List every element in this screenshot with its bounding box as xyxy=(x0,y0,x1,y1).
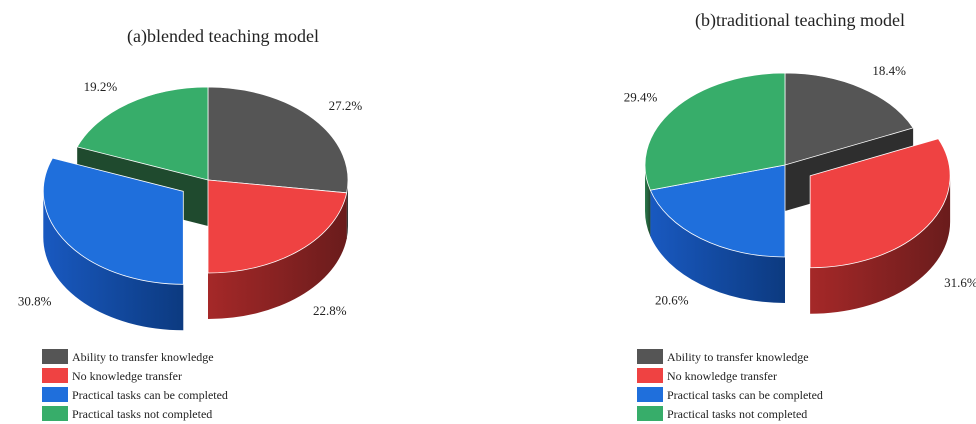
legend-label-1: No knowledge transfer xyxy=(72,369,182,383)
legend-label-3: Practical tasks not completed xyxy=(667,407,807,421)
pie-side-1 xyxy=(810,175,951,314)
value-label-2: 20.6% xyxy=(655,292,689,307)
pie-side-2 xyxy=(650,190,785,303)
value-label-0: 18.4% xyxy=(872,63,906,78)
pie-slice-1 xyxy=(809,138,951,269)
legend-label-2: Practical tasks can be completed xyxy=(667,388,823,402)
value-label-2: 30.8% xyxy=(18,293,52,308)
value-label-3: 29.4% xyxy=(624,89,658,104)
legend-swatch-0 xyxy=(42,349,68,364)
legend-label-1: No knowledge transfer xyxy=(667,369,777,383)
pie-slice-3 xyxy=(76,86,209,181)
legend-label-3: Practical tasks not completed xyxy=(72,407,212,421)
pie-slice-3 xyxy=(644,72,786,191)
pie-side-1 xyxy=(208,192,347,319)
pie-slice-2 xyxy=(649,164,786,258)
chart-title-blended: (a)blended teaching model xyxy=(127,26,319,47)
legend-swatch-3 xyxy=(42,406,68,421)
value-label-3: 19.2% xyxy=(84,79,118,94)
legend: Ability to transfer knowledge No knowledg… xyxy=(42,349,228,421)
pie-side-3 xyxy=(645,165,651,237)
value-label-1: 31.6% xyxy=(944,275,976,290)
pie-tops xyxy=(644,72,951,269)
legend-swatch-1 xyxy=(42,368,68,383)
pie-side-0 xyxy=(346,180,348,239)
legend-label-0: Ability to transfer knowledge xyxy=(667,350,809,364)
legend-label-2: Practical tasks can be completed xyxy=(72,388,228,402)
legend-swatch-2 xyxy=(42,387,68,402)
pie-slice-0 xyxy=(784,72,914,166)
pie-slice-2 xyxy=(42,157,184,285)
legend: Ability to transfer knowledge No knowledg… xyxy=(637,349,823,421)
pie-slice-1 xyxy=(207,179,348,274)
legend-swatch-0 xyxy=(637,349,663,364)
legend-swatch-2 xyxy=(637,387,663,402)
chart-title-traditional: (b)traditional teaching model xyxy=(695,10,905,31)
value-label-1: 22.8% xyxy=(313,303,347,318)
chart-traditional: (b)traditional teaching model 18.4% 31.6%… xyxy=(624,10,976,421)
legend-swatch-3 xyxy=(637,406,663,421)
pie-slice-0 xyxy=(207,86,349,194)
pie-tops xyxy=(42,86,349,285)
chart-blended: (a)blended teaching model 27.2% 22.8% 30.8… xyxy=(18,26,362,421)
legend-swatch-1 xyxy=(637,368,663,383)
legend-label-0: Ability to transfer knowledge xyxy=(72,350,214,364)
pie-side-2 xyxy=(43,191,184,331)
value-label-0: 27.2% xyxy=(329,98,363,113)
